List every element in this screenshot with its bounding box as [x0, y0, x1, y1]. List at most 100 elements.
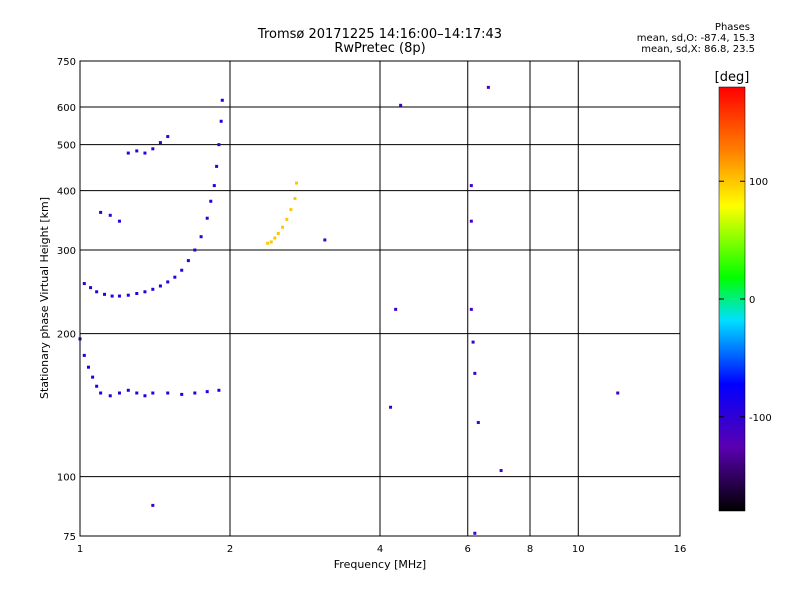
echo-point — [95, 290, 99, 294]
echo-point — [180, 392, 184, 396]
echo-point — [473, 531, 477, 535]
echo-point — [399, 103, 403, 107]
x-tick-label: 1 — [77, 544, 83, 555]
echo-point — [193, 248, 197, 252]
echo-point — [205, 216, 209, 220]
echo-point — [205, 390, 209, 394]
echo-point — [293, 197, 297, 201]
echo-point — [220, 98, 224, 102]
y-tick-label: 500 — [57, 141, 76, 152]
colorbar-tick-label: 100 — [749, 177, 768, 188]
echo-point — [186, 259, 190, 263]
echo-point — [616, 391, 620, 395]
echo-point — [471, 340, 475, 344]
y-tick-label: 600 — [57, 103, 76, 114]
echo-point — [476, 421, 480, 425]
echo-point — [166, 135, 170, 139]
echo-point — [273, 236, 277, 240]
echo-point — [108, 213, 112, 217]
echo-point — [126, 151, 130, 155]
y-tick-label: 300 — [57, 246, 76, 257]
x-tick-label: 4 — [377, 544, 383, 555]
y-tick-label: 750 — [57, 57, 76, 68]
echo-point — [469, 184, 473, 188]
echo-point — [209, 199, 213, 203]
echo-point — [126, 388, 130, 392]
echo-point — [151, 503, 155, 507]
echo-point — [82, 282, 86, 286]
echo-point — [166, 280, 170, 284]
echo-point — [143, 394, 147, 398]
echo-point — [212, 184, 216, 188]
echo-point — [151, 287, 155, 291]
echo-point — [126, 293, 130, 297]
y-tick-label: 200 — [57, 330, 76, 341]
x-tick-label: 6 — [465, 544, 471, 555]
x-tick-label: 10 — [572, 544, 585, 555]
y-tick-label: 100 — [57, 473, 76, 484]
echo-point — [158, 141, 162, 145]
echo-point — [469, 307, 473, 311]
echo-point — [99, 391, 103, 395]
echo-point — [99, 210, 103, 214]
echo-point — [151, 391, 155, 395]
echo-point — [143, 290, 147, 294]
echo-point — [117, 294, 121, 298]
echo-point — [323, 238, 327, 242]
y-tick-label: 75 — [63, 532, 76, 543]
echo-point — [91, 375, 95, 379]
y-tick-label: 400 — [57, 187, 76, 198]
echo-point — [117, 219, 121, 223]
echo-point — [217, 388, 221, 392]
echo-point — [158, 284, 162, 288]
echo-point — [266, 241, 270, 245]
echo-point — [469, 219, 473, 223]
colorbar-tick-label: 0 — [749, 295, 755, 306]
echo-point — [193, 391, 197, 395]
phases-x-stats: mean, sd,X: 86.8, 23.5 — [641, 44, 755, 55]
echo-point — [276, 232, 280, 236]
x-tick-label: 2 — [227, 544, 233, 555]
chart-title-line2: RwPretec (8p) — [334, 41, 426, 56]
x-tick-label: 8 — [527, 544, 533, 555]
x-tick-label: 16 — [674, 544, 687, 555]
y-axis-label: Stationary phase Virtual Height [km] — [38, 197, 51, 399]
echo-point — [166, 391, 170, 395]
echo-point — [289, 208, 293, 212]
echo-point — [219, 119, 223, 123]
echo-point — [199, 235, 203, 239]
echo-point — [135, 391, 139, 395]
phases-o-stats: mean, sd,O: -87.4, 15.3 — [636, 33, 755, 44]
echo-point — [269, 240, 273, 244]
echo-point — [82, 353, 86, 357]
echo-point — [215, 164, 219, 168]
x-axis-label: Frequency [MHz] — [334, 558, 426, 571]
echo-point — [135, 291, 139, 295]
echo-point — [151, 147, 155, 151]
echo-point — [108, 394, 112, 398]
echo-point — [499, 469, 503, 473]
colorbar-tick-label: -100 — [749, 413, 772, 424]
chart-title-line1: Tromsø 20171225 14:16:00–14:17:43 — [257, 27, 503, 42]
echo-point — [95, 384, 99, 388]
echo-point — [86, 365, 90, 369]
echo-point — [180, 268, 184, 272]
echo-point — [295, 181, 299, 185]
echo-point — [285, 217, 289, 221]
echo-point — [394, 307, 398, 311]
echo-point — [110, 294, 114, 298]
colorbar-label: [deg] — [715, 70, 750, 85]
echo-point — [143, 151, 147, 155]
echo-point — [217, 143, 221, 147]
echo-point — [281, 225, 285, 229]
phases-heading: Phases — [714, 22, 750, 33]
echo-point — [173, 275, 177, 279]
echo-point — [389, 405, 393, 409]
echo-point — [117, 391, 121, 395]
echo-point — [486, 85, 490, 89]
echo-point — [103, 292, 107, 296]
echo-point — [473, 371, 477, 375]
echo-point — [89, 286, 93, 290]
plot-frame — [79, 60, 681, 537]
